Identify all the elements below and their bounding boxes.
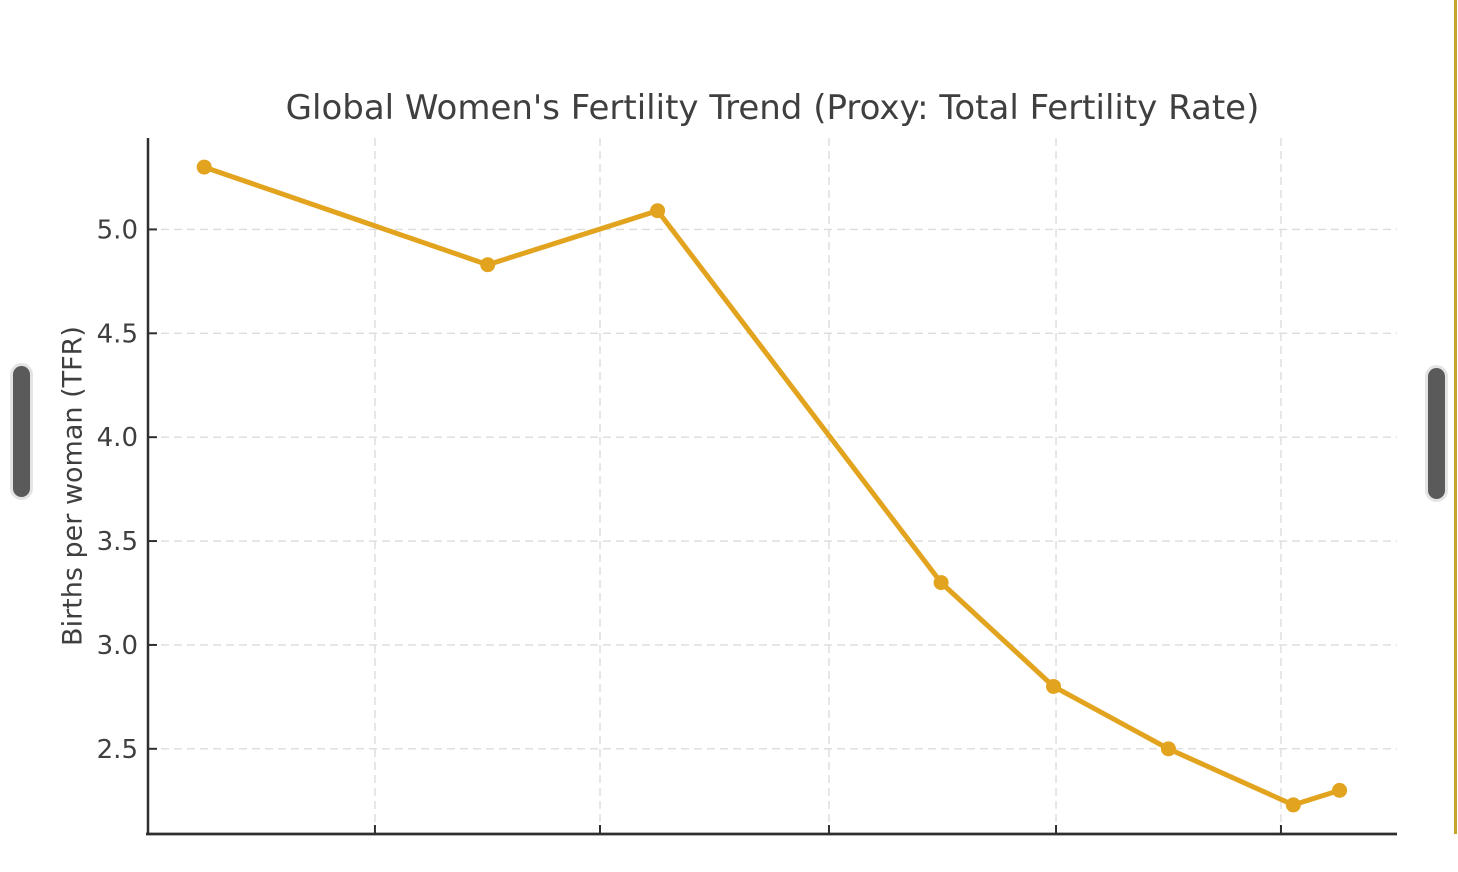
data-point-marker [1332, 782, 1348, 798]
carousel-handle-left[interactable] [13, 366, 30, 497]
accent-strip [1454, 0, 1457, 834]
fertility-trend-line [201, 164, 1343, 808]
data-point-marker [1160, 741, 1176, 757]
carousel-handle-right[interactable] [1428, 368, 1445, 499]
y-tick-label: 5.0 [97, 215, 138, 245]
data-point-marker [1046, 678, 1062, 694]
data-point-marker [1285, 797, 1301, 813]
chart-title: Global Women's Fertility Trend (Proxy: T… [285, 88, 1260, 128]
data-point-marker [480, 257, 496, 273]
y-tick-label: 4.5 [97, 319, 138, 349]
data-point-marker [933, 575, 949, 591]
y-tick-label: 4.0 [97, 423, 138, 453]
y-tick-label: 2.5 [97, 735, 138, 765]
y-tick-label: 3.0 [97, 631, 138, 661]
data-point-marker [650, 203, 666, 219]
data-point-marker [196, 159, 212, 175]
y-tick-label: 3.5 [97, 527, 138, 557]
